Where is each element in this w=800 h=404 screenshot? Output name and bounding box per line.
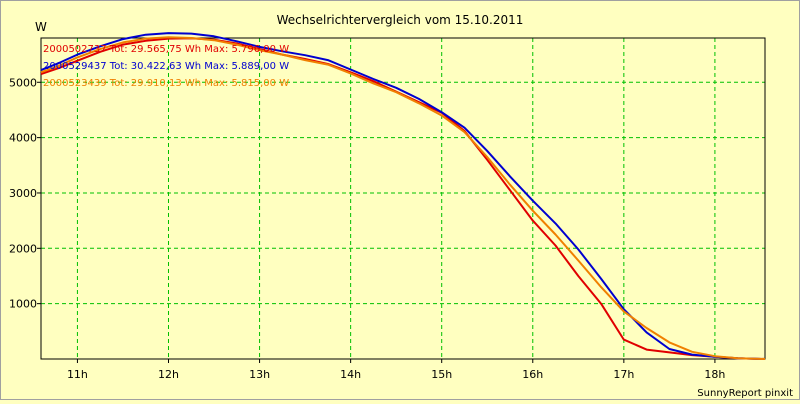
legend-entry-2000502737: 2000502737 Tot: 29.565,75 Wh Max: 5.796,… xyxy=(43,44,289,55)
y-tick-label: 4000 xyxy=(9,132,37,145)
y-tick-label: 2000 xyxy=(9,242,37,255)
y-tick-label: 5000 xyxy=(9,76,37,89)
series-lines xyxy=(40,32,766,360)
x-tick-label: 16h xyxy=(522,368,543,381)
x-tick-label: 17h xyxy=(613,368,634,381)
x-tick-label: 12h xyxy=(158,368,179,381)
x-tick-label: 14h xyxy=(340,368,361,381)
x-tick-label: 15h xyxy=(431,368,452,381)
y-axis-unit-label: W xyxy=(35,20,47,34)
legend-entry-2000523439: 2000523439 Tot: 29.910,13 Wh Max: 5.815,… xyxy=(43,78,289,89)
footer-credit: SunnyReport pinxit xyxy=(697,388,793,399)
x-tick-label: 13h xyxy=(249,368,270,381)
y-tick-label: 1000 xyxy=(9,298,37,311)
series-line-2000523439 xyxy=(40,36,766,360)
legend-entry-2000529437: 2000529437 Tot: 30.422,63 Wh Max: 5.889,… xyxy=(43,61,289,72)
grid-lines xyxy=(41,38,765,359)
x-tick-label: 11h xyxy=(67,368,88,381)
x-tick-label: 18h xyxy=(704,368,725,381)
axes: 11h 12h 13h 14h 15h 16h 17h 18h 1000 2000 3000 4000… xyxy=(9,37,766,381)
legend: 2000502737 Tot: 29.565,75 Wh Max: 5.796,… xyxy=(43,44,289,89)
plot-area-border xyxy=(40,37,766,360)
series-line-2000529437 xyxy=(40,32,766,360)
y-tick-label: 3000 xyxy=(9,187,37,200)
chart-title: Wechselrichtervergleich vom 15.10.2011 xyxy=(277,13,524,27)
